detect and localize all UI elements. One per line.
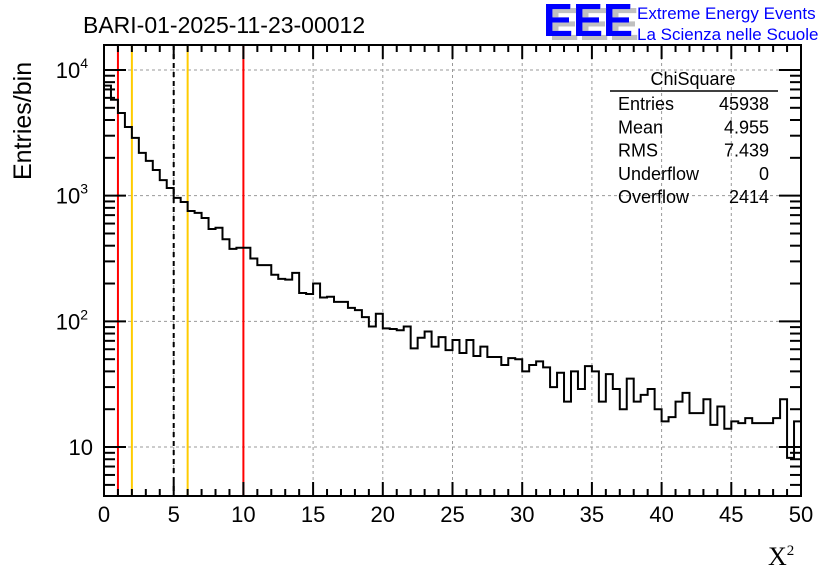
x-tick-label: 25 xyxy=(440,502,464,527)
y-tick-label: 102 xyxy=(56,306,88,334)
x-tick-label: 35 xyxy=(580,502,604,527)
x-tick-label: 40 xyxy=(649,502,673,527)
x-tick-label: 20 xyxy=(371,502,395,527)
logo-mark: EEE xyxy=(543,0,633,46)
logo-line1: Extreme Energy Events xyxy=(637,4,816,23)
logo-line2: La Scienza nelle Scuole xyxy=(637,25,818,44)
x-axis-label: X2 xyxy=(768,542,794,571)
stats-value-overflow: 2414 xyxy=(729,187,769,207)
stats-value-entries: 45938 xyxy=(719,94,769,114)
y-axis-label: Entries/bin xyxy=(9,62,37,180)
stats-value-mean: 4.955 xyxy=(724,117,769,137)
stats-label-overflow: Overflow xyxy=(618,187,690,207)
stats-label-rms: RMS xyxy=(618,141,658,161)
x-tick-label: 15 xyxy=(301,502,325,527)
x-tick-label: 5 xyxy=(168,502,180,527)
x-tick-label: 10 xyxy=(231,502,255,527)
run-title: BARI-01-2025-11-23-00012 xyxy=(83,12,365,38)
stats-value-underflow: 0 xyxy=(759,164,769,184)
stats-label-entries: Entries xyxy=(618,94,674,114)
marker-lines xyxy=(116,45,245,496)
eee-logo: EEE Extreme Energy Events La Scienza nel… xyxy=(543,0,818,46)
y-tick-label: 103 xyxy=(56,181,88,209)
x-tick-label: 30 xyxy=(510,502,534,527)
x-tick-label: 45 xyxy=(719,502,743,527)
stats-title: ChiSquare xyxy=(650,69,735,89)
stats-label-underflow: Underflow xyxy=(618,164,700,184)
x-tick-label: 0 xyxy=(98,502,110,527)
y-tick-label: 104 xyxy=(56,55,88,83)
y-tick-label: 10 xyxy=(69,435,93,460)
x-tick-label: 50 xyxy=(789,502,813,527)
stats-label-mean: Mean xyxy=(618,117,663,137)
axes xyxy=(103,44,802,497)
stats-value-rms: 7.439 xyxy=(724,141,769,161)
tick-labels: 0 5 10 15 20 25 30 35 40 45 50 10 102 103 104 xyxy=(56,55,814,527)
stats-box: ChiSquare Entries 45938 Mean 4.955 RMS 7.439 U… xyxy=(610,69,778,207)
grid xyxy=(104,45,801,496)
histogram-series xyxy=(104,84,802,496)
histogram-outline xyxy=(104,84,802,496)
